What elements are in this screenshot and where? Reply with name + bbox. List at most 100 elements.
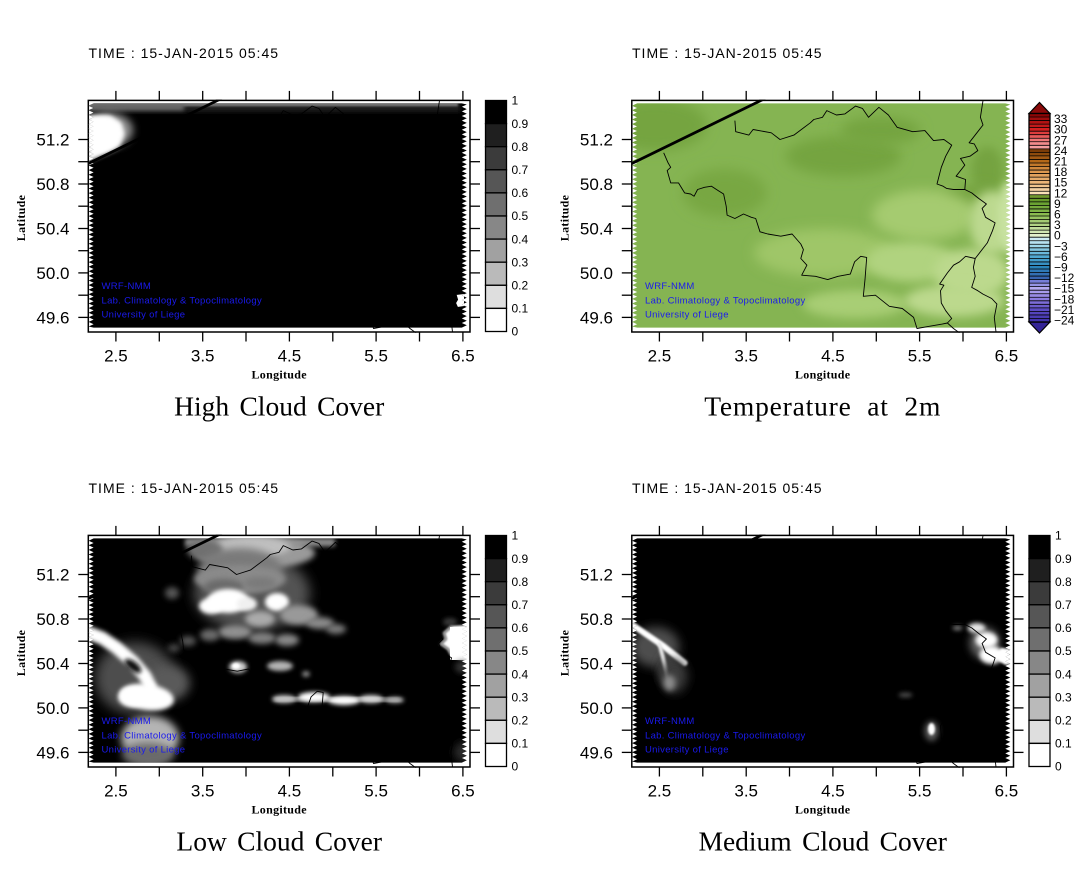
svg-text:50.8: 50.8 — [580, 175, 613, 194]
svg-text:27: 27 — [1054, 133, 1068, 147]
svg-text:0.2: 0.2 — [512, 279, 529, 293]
svg-text:0.7: 0.7 — [1055, 598, 1072, 612]
svg-text:Longitude: Longitude — [795, 803, 851, 817]
svg-text:51.2: 51.2 — [36, 131, 69, 150]
svg-text:50.0: 50.0 — [36, 699, 69, 718]
svg-text:50.8: 50.8 — [580, 610, 613, 629]
svg-text:6.5: 6.5 — [995, 782, 1019, 801]
svg-text:51.2: 51.2 — [36, 566, 69, 585]
svg-text:5.5: 5.5 — [364, 782, 388, 801]
svg-text:Latitude: Latitude — [558, 194, 572, 241]
svg-text:0.5: 0.5 — [512, 209, 529, 223]
svg-text:0.3: 0.3 — [512, 690, 529, 704]
svg-text:0.4: 0.4 — [512, 667, 529, 681]
svg-text:30: 30 — [1054, 123, 1068, 137]
svg-text:Longitude: Longitude — [252, 368, 308, 382]
svg-text:Temperature at 2m: Temperature at 2m — [704, 391, 941, 422]
svg-text:3.5: 3.5 — [734, 347, 758, 366]
svg-text:University of Liege: University of Liege — [645, 310, 729, 321]
svg-text:50.0: 50.0 — [580, 264, 613, 283]
svg-text:−9: −9 — [1054, 261, 1068, 275]
svg-text:51.2: 51.2 — [580, 131, 613, 150]
svg-text:4.5: 4.5 — [278, 782, 302, 801]
svg-text:50.0: 50.0 — [580, 699, 613, 718]
svg-text:0.3: 0.3 — [1055, 690, 1072, 704]
svg-text:0: 0 — [512, 760, 519, 774]
svg-text:Latitude: Latitude — [14, 194, 28, 241]
svg-text:24: 24 — [1054, 144, 1068, 158]
svg-text:Lab. Climatology & Topoclimato: Lab. Climatology & Topoclimatology — [645, 295, 806, 306]
svg-text:15: 15 — [1054, 176, 1068, 190]
svg-text:49.6: 49.6 — [580, 309, 613, 328]
svg-text:0.1: 0.1 — [512, 302, 529, 316]
svg-text:49.6: 49.6 — [580, 744, 613, 763]
svg-text:21: 21 — [1054, 155, 1068, 169]
svg-text:Latitude: Latitude — [14, 629, 28, 676]
svg-text:0.1: 0.1 — [512, 737, 529, 751]
svg-text:12: 12 — [1054, 186, 1068, 200]
svg-text:Lab. Climatology & Topoclimato: Lab. Climatology & Topoclimatology — [645, 730, 806, 741]
svg-text:50.8: 50.8 — [36, 175, 69, 194]
svg-text:5.5: 5.5 — [364, 347, 388, 366]
svg-text:0.2: 0.2 — [512, 714, 529, 728]
svg-text:−21: −21 — [1054, 303, 1075, 317]
svg-text:WRF-NMM: WRF-NMM — [645, 716, 695, 727]
svg-text:2.5: 2.5 — [104, 782, 128, 801]
svg-text:0: 0 — [1054, 229, 1061, 243]
svg-text:0.7: 0.7 — [512, 598, 529, 612]
svg-text:0.8: 0.8 — [512, 575, 529, 589]
svg-text:3.5: 3.5 — [734, 782, 758, 801]
svg-text:Lab. Climatology & Topoclimato: Lab. Climatology & Topoclimatology — [102, 295, 263, 306]
svg-text:Longitude: Longitude — [252, 803, 308, 817]
svg-text:0.5: 0.5 — [1055, 644, 1072, 658]
svg-text:50.4: 50.4 — [36, 655, 69, 674]
svg-text:0.1: 0.1 — [1055, 737, 1072, 751]
svg-text:1: 1 — [512, 529, 519, 543]
svg-text:0.9: 0.9 — [1055, 552, 1072, 566]
svg-text:0.8: 0.8 — [1055, 575, 1072, 589]
svg-text:0.9: 0.9 — [512, 117, 529, 131]
svg-text:50.4: 50.4 — [580, 220, 613, 239]
svg-text:50.8: 50.8 — [36, 610, 69, 629]
svg-text:Medium Cloud Cover: Medium Cloud Cover — [699, 826, 947, 857]
svg-text:0.6: 0.6 — [512, 621, 529, 635]
svg-text:6: 6 — [1054, 208, 1061, 222]
svg-text:0.5: 0.5 — [512, 644, 529, 658]
svg-text:TIME : 15-JAN-2015 05:45: TIME : 15-JAN-2015 05:45 — [632, 480, 823, 496]
svg-text:Low Cloud Cover: Low Cloud Cover — [176, 826, 382, 857]
svg-text:50.4: 50.4 — [580, 655, 613, 674]
svg-text:3.5: 3.5 — [191, 782, 215, 801]
svg-text:4.5: 4.5 — [278, 347, 302, 366]
svg-text:0.6: 0.6 — [1055, 621, 1072, 635]
svg-text:0.4: 0.4 — [1055, 667, 1072, 681]
svg-text:0.4: 0.4 — [512, 232, 529, 246]
svg-text:WRF-NMM: WRF-NMM — [102, 281, 152, 292]
svg-text:0.7: 0.7 — [512, 163, 529, 177]
svg-text:5.5: 5.5 — [908, 347, 932, 366]
svg-text:50.4: 50.4 — [36, 220, 69, 239]
svg-text:WRF-NMM: WRF-NMM — [645, 281, 695, 292]
svg-text:−6: −6 — [1054, 250, 1068, 264]
svg-text:2.5: 2.5 — [104, 347, 128, 366]
svg-text:9: 9 — [1054, 197, 1061, 211]
svg-text:WRF-NMM: WRF-NMM — [102, 716, 152, 727]
svg-text:2.5: 2.5 — [648, 782, 672, 801]
svg-text:6.5: 6.5 — [995, 347, 1019, 366]
svg-text:6.5: 6.5 — [451, 782, 475, 801]
svg-text:18: 18 — [1054, 165, 1068, 179]
svg-text:6.5: 6.5 — [451, 347, 475, 366]
svg-text:4.5: 4.5 — [821, 782, 845, 801]
svg-text:3: 3 — [1054, 218, 1061, 232]
svg-text:−3: −3 — [1054, 239, 1068, 253]
svg-text:3.5: 3.5 — [191, 347, 215, 366]
svg-text:49.6: 49.6 — [36, 744, 69, 763]
svg-text:33: 33 — [1054, 112, 1068, 126]
svg-text:0.2: 0.2 — [1055, 714, 1072, 728]
svg-text:1: 1 — [1055, 529, 1062, 543]
svg-text:University of Liege: University of Liege — [645, 745, 729, 756]
svg-text:0: 0 — [1055, 760, 1062, 774]
svg-text:−12: −12 — [1054, 271, 1075, 285]
svg-text:Lab. Climatology & Topoclimato: Lab. Climatology & Topoclimatology — [102, 730, 263, 741]
svg-text:Latitude: Latitude — [558, 629, 572, 676]
svg-text:0.6: 0.6 — [512, 186, 529, 200]
